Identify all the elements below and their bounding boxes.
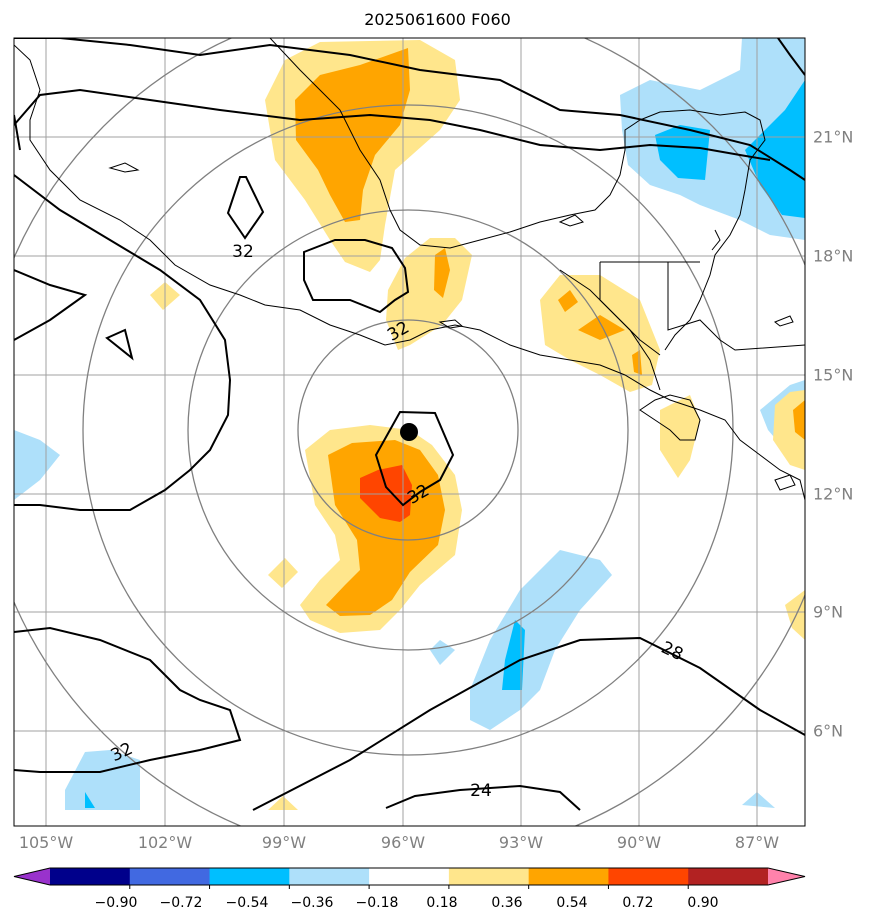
colorbar-tick-label: 0.54 bbox=[556, 895, 588, 911]
lat-label: 6°N bbox=[813, 721, 844, 741]
colorbar-tick-label: 0.36 bbox=[491, 895, 523, 911]
colorbar-tick-label: 0.18 bbox=[426, 895, 458, 911]
lon-label: 96°W bbox=[380, 833, 426, 852]
lat-label: 21°N bbox=[813, 127, 854, 147]
lon-label: 102°W bbox=[137, 833, 193, 852]
storm-center-marker bbox=[400, 423, 418, 441]
colorbar-swatch bbox=[209, 868, 290, 885]
colorbar-swatch bbox=[129, 868, 211, 885]
lon-label: 90°W bbox=[616, 833, 662, 852]
colorbar-tick-label: −0.54 bbox=[225, 895, 269, 911]
lat-label: 18°N bbox=[813, 246, 854, 266]
colorbar-swatch bbox=[448, 868, 530, 885]
colorbar-tick-label: 0.90 bbox=[687, 895, 719, 911]
colorbar-tick-label: −0.18 bbox=[355, 895, 399, 911]
colorbar-tick-label: −0.72 bbox=[159, 895, 203, 911]
colorbar-extend-high bbox=[768, 868, 805, 885]
contour-label: 32 bbox=[232, 242, 254, 262]
coastlines bbox=[14, 38, 805, 501]
lon-label: 99°W bbox=[261, 833, 307, 852]
colorbar-swatch bbox=[528, 868, 609, 885]
contour-label: 24 bbox=[470, 781, 492, 801]
colorbar bbox=[13, 867, 806, 889]
colorbar-extend-low bbox=[14, 868, 50, 885]
lon-label: 93°W bbox=[498, 833, 544, 852]
graticule bbox=[14, 38, 805, 826]
lon-label: 105°W bbox=[18, 833, 74, 852]
map-title: 2025061600 F060 bbox=[364, 10, 511, 29]
contour-label: 28 bbox=[658, 638, 686, 665]
colorbar-tick-label: −0.90 bbox=[94, 895, 138, 911]
lat-label: 9°N bbox=[813, 602, 844, 622]
lat-label: 12°N bbox=[813, 484, 854, 504]
colorbar-swatch bbox=[688, 868, 769, 885]
colorbar-swatch bbox=[50, 868, 131, 885]
lon-label: 87°W bbox=[734, 833, 780, 852]
colorbar-swatch bbox=[608, 868, 689, 885]
lat-label: 15°N bbox=[813, 365, 854, 385]
colorbar-swatch bbox=[369, 868, 450, 885]
colorbar-tick-label: 0.72 bbox=[622, 895, 654, 911]
colorbar-outline bbox=[13, 867, 806, 886]
colorbar-tick-label: −0.36 bbox=[290, 895, 334, 911]
contour-lines bbox=[14, 38, 805, 811]
plot-frame bbox=[13, 37, 806, 827]
colorbar-swatch bbox=[289, 868, 370, 885]
